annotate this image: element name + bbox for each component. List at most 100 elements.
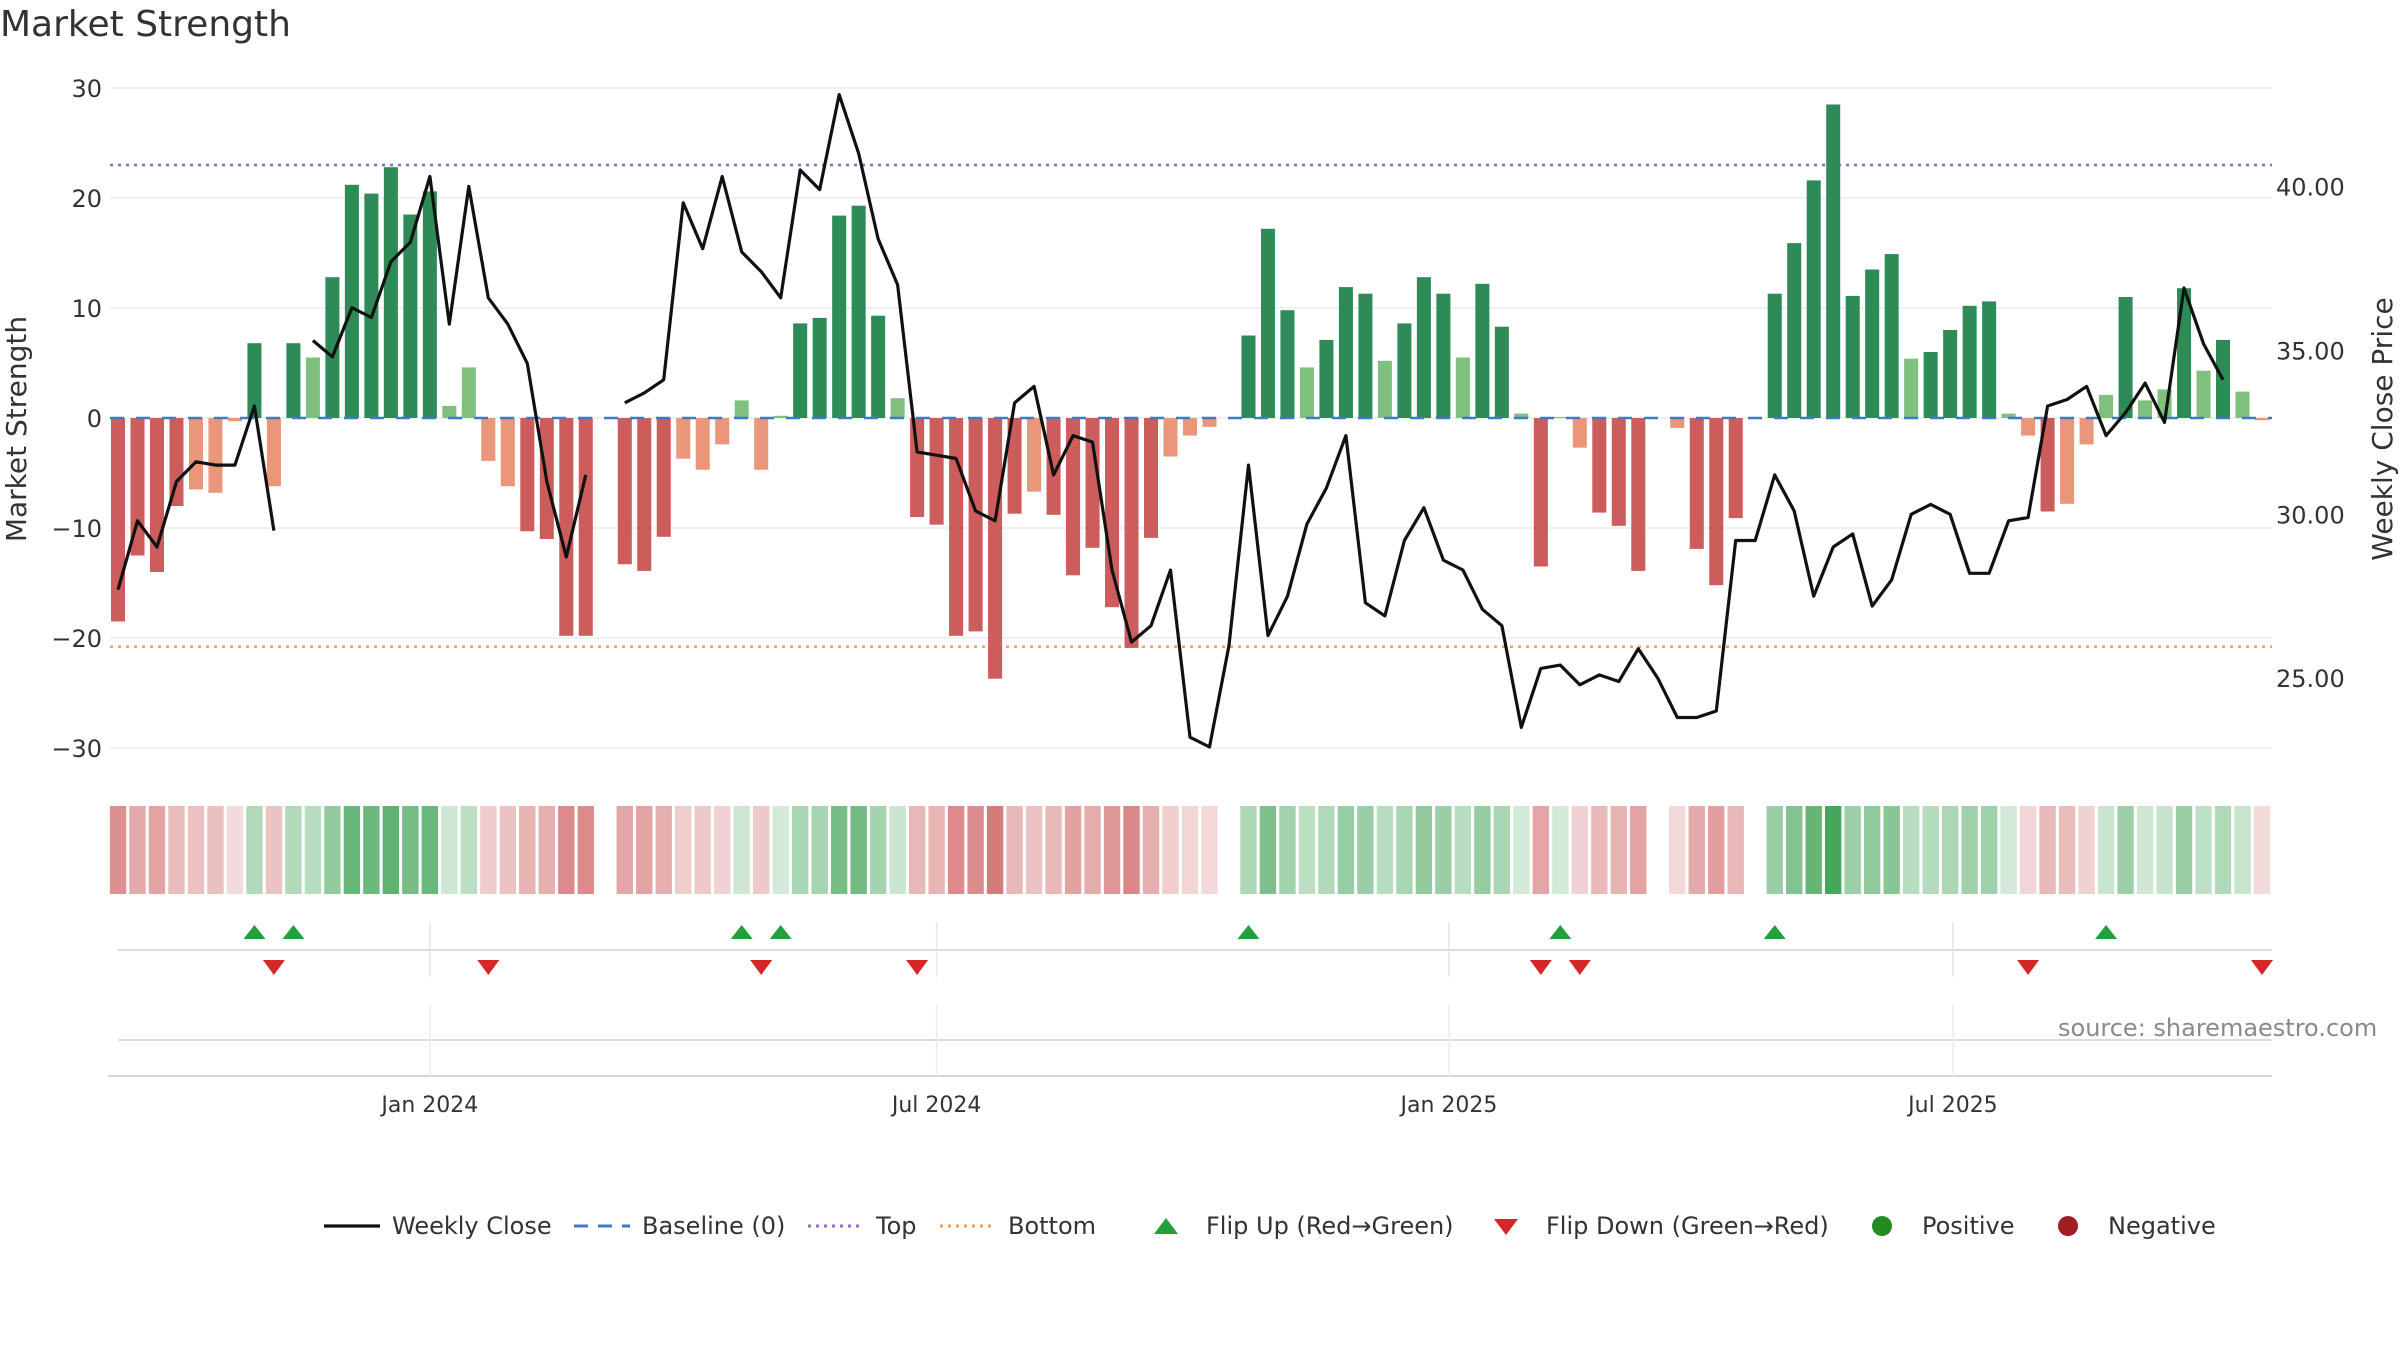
flip-up-marker	[1237, 925, 1260, 939]
x-tick-label: Jul 2025	[1906, 1093, 1998, 1118]
strength-bar	[1124, 418, 1139, 648]
flip-up-marker	[243, 925, 266, 939]
flip-up-marker	[730, 925, 753, 939]
strength-heat-cell	[1162, 806, 1179, 894]
strength-bar	[1455, 357, 1470, 418]
strength-heat-cell	[2058, 806, 2076, 894]
legend-item-bottom: Bottom	[938, 1206, 1096, 1246]
strength-heat-cell	[2214, 806, 2232, 894]
strength-bar	[559, 418, 574, 636]
flip-up-marker	[1763, 925, 1786, 939]
flip-down-marker	[2251, 960, 2273, 975]
strength-heat-cell	[967, 806, 984, 894]
strength-heat-cell	[129, 806, 146, 894]
flip-down-marker	[1568, 960, 1591, 975]
strength-bar	[169, 418, 184, 506]
strength-bar	[461, 367, 476, 418]
strength-heat-cell	[1532, 806, 1550, 894]
chart-title: Market Strength	[0, 4, 291, 45]
strength-bar	[2060, 418, 2075, 504]
strength-bar	[1806, 180, 1821, 418]
strength-bar	[1592, 418, 1607, 513]
strength-heat-cell	[499, 806, 517, 894]
strength-heat-cell	[285, 806, 302, 894]
strength-heat-cell	[928, 806, 945, 894]
strength-bar	[1397, 323, 1412, 418]
strength-heat-cell	[1201, 806, 1218, 894]
strength-heat-cell	[2234, 806, 2251, 894]
strength-heat-cell	[1591, 806, 1608, 894]
strength-heat-cell	[1220, 806, 1238, 894]
strength-bar	[1358, 293, 1373, 418]
legend-item-top: Top	[806, 1206, 917, 1246]
strength-heat-cell	[2156, 806, 2173, 894]
strength-bar	[1338, 287, 1353, 418]
strength-heat-cell	[1863, 806, 1881, 894]
strength-heat-cell	[1415, 806, 1433, 894]
strength-heat-cell	[168, 806, 185, 894]
strength-heat-cell	[908, 806, 926, 894]
legend-label: Top	[876, 1212, 917, 1240]
strength-heat-cell	[1980, 806, 1998, 894]
strength-heat-cell	[830, 806, 848, 894]
strength-bar	[1533, 418, 1548, 567]
strength-bar	[929, 418, 944, 525]
strength-heat-cell	[986, 806, 1004, 894]
strength-heat-cell	[1493, 806, 1511, 894]
y-tick-label-left: 0	[87, 405, 102, 433]
strength-heat-cell	[441, 806, 458, 894]
strength-bar	[1709, 418, 1724, 586]
strength-heat-cell	[1318, 806, 1335, 894]
flip-up-marker	[769, 925, 792, 939]
strength-bar	[247, 343, 262, 418]
strength-heat-cell	[1513, 806, 1530, 894]
legend-label: Bottom	[1008, 1212, 1097, 1240]
strength-bar	[1377, 360, 1392, 418]
x-tick-label: Jan 2024	[379, 1093, 478, 1118]
flip-down-marker	[477, 960, 500, 975]
strength-bar	[1260, 228, 1275, 418]
legend-label: Flip Up (Red→Green)	[1206, 1212, 1454, 1240]
strength-heat-cell	[2000, 806, 2017, 894]
strength-heat-cell	[675, 806, 692, 894]
strength-heat-cell	[246, 806, 263, 894]
legend-symbol-positive	[1872, 1216, 1892, 1236]
y-tick-label-left: 10	[71, 295, 102, 323]
strength-heat-cell	[2136, 806, 2154, 894]
strength-heat-cell	[597, 806, 614, 894]
strength-bar	[1007, 418, 1022, 514]
strength-bar	[812, 317, 827, 418]
strength-heat-cell	[460, 806, 478, 894]
strength-heat-cell	[1396, 806, 1413, 894]
strength-bar	[1475, 283, 1490, 418]
strength-heat-cell	[1357, 806, 1374, 894]
legend-item-weekly-close: Weekly Close	[322, 1206, 552, 1246]
flip-down-marker	[2017, 960, 2040, 975]
legend-item-baseline: Baseline (0)	[572, 1206, 785, 1246]
strength-heat-cell	[1142, 806, 1160, 894]
strength-heat-cell	[947, 806, 965, 894]
strength-heat-cell	[1688, 806, 1705, 894]
strength-bar	[188, 418, 203, 490]
y-tick-label-left: 20	[71, 185, 102, 213]
strength-bar	[325, 277, 340, 418]
strength-heat-cell	[519, 806, 536, 894]
strength-bar	[695, 418, 710, 470]
strength-heat-cell	[1922, 806, 1939, 894]
legend-label: Positive	[1922, 1212, 2015, 1240]
strength-bar	[364, 193, 379, 418]
strength-bar	[2040, 418, 2055, 512]
strength-heat-cell	[343, 806, 361, 894]
strength-bar	[832, 215, 847, 418]
strength-heat-cell	[2253, 806, 2271, 894]
strength-bar	[1611, 418, 1626, 526]
strength-bar	[403, 214, 418, 418]
strength-heat-cell	[558, 806, 575, 894]
strength-bar	[2235, 391, 2250, 418]
strength-bar	[2021, 418, 2036, 436]
strength-bar	[1689, 418, 1704, 549]
strength-bar	[344, 184, 359, 418]
strength-bar	[1553, 416, 1568, 418]
strength-bar	[676, 418, 691, 459]
